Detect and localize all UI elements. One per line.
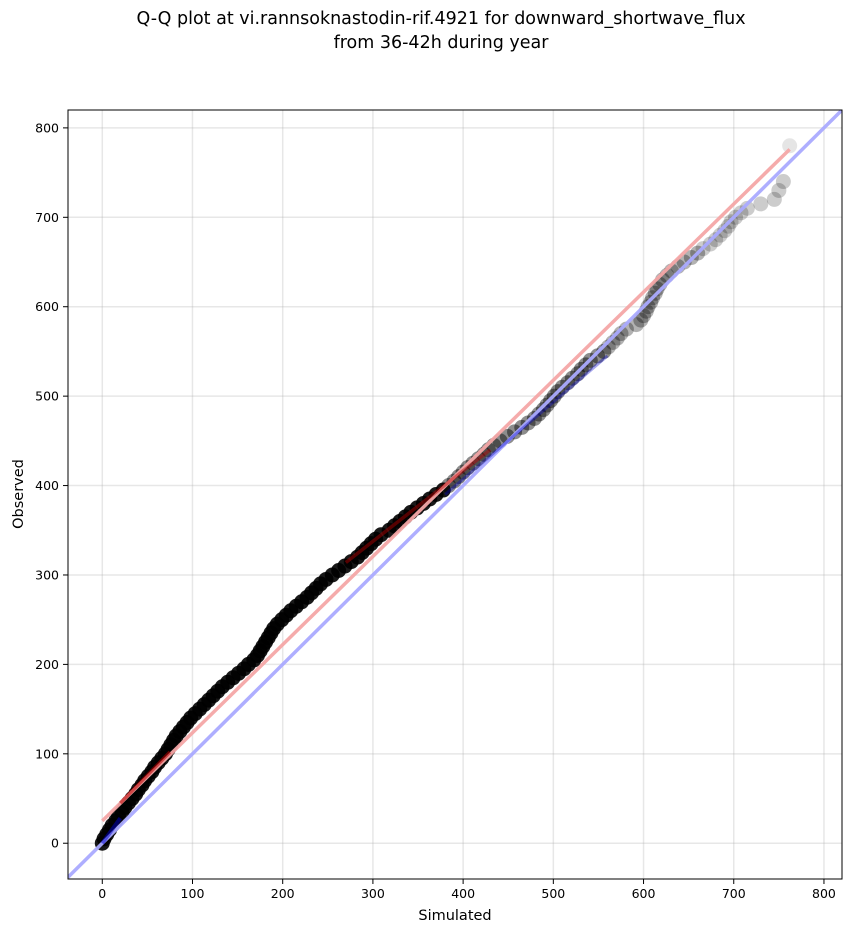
quantile-point bbox=[649, 281, 665, 297]
quantile-point bbox=[782, 138, 798, 154]
quantile-point bbox=[451, 469, 467, 485]
y-tick-label: 700 bbox=[35, 210, 59, 225]
y-tick-label: 500 bbox=[35, 389, 59, 404]
y-tick-label: 800 bbox=[35, 120, 59, 135]
y-tick-label: 400 bbox=[35, 478, 59, 493]
quantile-point bbox=[539, 397, 555, 413]
quantile-point bbox=[441, 478, 457, 494]
quantile-point bbox=[628, 317, 644, 333]
chart-title-line-2: from 36-42h during year bbox=[334, 33, 550, 53]
y-axis-label: Observed bbox=[11, 459, 27, 529]
y-tick-label: 300 bbox=[35, 567, 59, 582]
y-tick-label: 0 bbox=[51, 836, 59, 851]
x-tick-label: 800 bbox=[812, 886, 836, 901]
chart-title-line-1: Q-Q plot at vi.rannsoknastodin-rif.4921 … bbox=[136, 9, 745, 29]
plot-frame bbox=[67, 109, 843, 880]
quantile-point bbox=[708, 232, 724, 248]
y-tick-label: 600 bbox=[35, 299, 59, 314]
quantile-point bbox=[465, 455, 481, 471]
quantile-point bbox=[766, 191, 782, 207]
quantile-point bbox=[753, 196, 769, 212]
identity-line-overlap bbox=[444, 354, 609, 496]
quantile-point bbox=[717, 223, 733, 239]
fit-line bbox=[101, 148, 791, 823]
quantile-point bbox=[733, 205, 749, 221]
identity-line bbox=[68, 110, 842, 879]
quantile-point bbox=[643, 294, 659, 310]
quantile-point bbox=[526, 410, 542, 426]
quantile-point bbox=[590, 348, 606, 364]
quantile-point bbox=[775, 174, 791, 190]
x-tick-label: 200 bbox=[271, 886, 295, 901]
quantile-point bbox=[446, 473, 462, 489]
quantile-point bbox=[507, 424, 523, 440]
x-tick-label: 600 bbox=[632, 886, 656, 901]
quantile-point bbox=[535, 402, 551, 418]
quantile-point bbox=[531, 406, 547, 422]
fit-line-overlap bbox=[119, 750, 172, 805]
quantile-point bbox=[771, 182, 787, 198]
x-tick-label: 700 bbox=[722, 886, 746, 901]
y-tick-label: 200 bbox=[35, 657, 59, 672]
x-tick-label: 100 bbox=[181, 886, 205, 901]
axis-ticks: 0 100 200 300 400 500 600 700 800 0 100 200 300 400 50… bbox=[35, 120, 836, 901]
x-tick-label: 400 bbox=[451, 886, 475, 901]
quantile-point bbox=[739, 200, 755, 216]
x-tick-label: 500 bbox=[541, 886, 565, 901]
x-tick-label: 0 bbox=[98, 886, 106, 901]
grid bbox=[68, 110, 842, 879]
fit-line-overlap bbox=[344, 448, 492, 564]
y-tick-label: 100 bbox=[35, 746, 59, 761]
quantile-point bbox=[640, 299, 656, 315]
quantile-point bbox=[460, 460, 476, 476]
quantile-point bbox=[702, 236, 718, 252]
quantile-point bbox=[712, 227, 728, 243]
quantile-point bbox=[633, 312, 649, 328]
reference-lines bbox=[68, 110, 842, 879]
quantile-point bbox=[720, 218, 736, 234]
x-tick-label: 300 bbox=[361, 886, 385, 901]
identity-line-overlap bbox=[100, 817, 122, 845]
quantile-point bbox=[455, 464, 471, 480]
quantile-point bbox=[613, 326, 629, 342]
x-axis-label: Simulated bbox=[418, 908, 491, 924]
